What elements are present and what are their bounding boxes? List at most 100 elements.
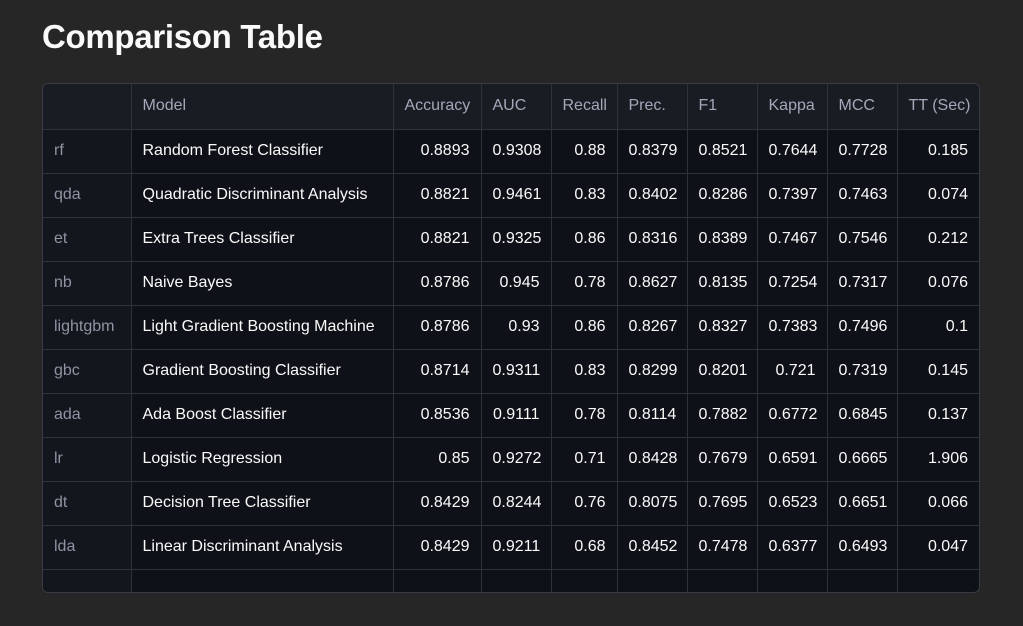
f1-cell[interactable] <box>687 569 758 592</box>
accuracy-cell[interactable]: 0.8786 <box>393 305 482 350</box>
model-name-cell[interactable]: Decision Tree Classifier <box>131 481 394 526</box>
row-index-cell[interactable]: lr <box>43 437 132 482</box>
auc-cell[interactable]: 0.9311 <box>481 349 552 394</box>
recall-cell[interactable]: 0.86 <box>551 217 618 262</box>
precision-cell[interactable]: 0.8299 <box>617 349 688 394</box>
table-row[interactable]: nb Naive Bayes 0.8786 0.945 0.78 0.8627 0.8135… <box>43 261 979 306</box>
row-index-cell[interactable] <box>43 569 132 592</box>
mcc-cell[interactable]: 0.7317 <box>827 261 898 306</box>
f1-cell[interactable]: 0.7478 <box>687 525 758 570</box>
column-header-tt-sec[interactable]: TT (Sec) <box>897 84 979 130</box>
column-header-f1[interactable]: F1 <box>687 84 758 130</box>
auc-cell[interactable]: 0.9461 <box>481 173 552 218</box>
accuracy-cell[interactable]: 0.8429 <box>393 481 482 526</box>
kappa-cell[interactable]: 0.7397 <box>757 173 828 218</box>
f1-cell[interactable]: 0.8327 <box>687 305 758 350</box>
table-row[interactable]: lda Linear Discriminant Analysis 0.8429 0.9… <box>43 525 979 570</box>
model-name-cell[interactable]: Gradient Boosting Classifier <box>131 349 394 394</box>
recall-cell[interactable]: 0.78 <box>551 261 618 306</box>
model-name-cell[interactable]: Naive Bayes <box>131 261 394 306</box>
training-time-cell[interactable]: 0.145 <box>897 349 979 394</box>
column-header-accuracy[interactable]: Accuracy <box>393 84 482 130</box>
mcc-cell[interactable]: 0.6845 <box>827 393 898 438</box>
recall-cell[interactable]: 0.86 <box>551 305 618 350</box>
model-name-cell[interactable]: Logistic Regression <box>131 437 394 482</box>
accuracy-cell[interactable]: 0.8821 <box>393 173 482 218</box>
row-index-cell[interactable]: nb <box>43 261 132 306</box>
mcc-cell[interactable] <box>827 569 898 592</box>
table-row[interactable]: rf Random Forest Classifier 0.8893 0.9308 0.… <box>43 129 979 174</box>
table-row[interactable]: ada Ada Boost Classifier 0.8536 0.9111 0.78 0… <box>43 393 979 438</box>
accuracy-cell[interactable]: 0.8821 <box>393 217 482 262</box>
row-index-cell[interactable]: lightgbm <box>43 305 132 350</box>
auc-cell[interactable]: 0.945 <box>481 261 552 306</box>
model-name-cell[interactable]: Light Gradient Boosting Machine <box>131 305 394 350</box>
recall-cell[interactable]: 0.88 <box>551 129 618 174</box>
model-name-cell[interactable]: Random Forest Classifier <box>131 129 394 174</box>
table-row[interactable]: gbc Gradient Boosting Classifier 0.8714 0.9… <box>43 349 979 394</box>
kappa-cell[interactable]: 0.7383 <box>757 305 828 350</box>
column-header-index[interactable] <box>43 84 132 130</box>
row-index-cell[interactable]: et <box>43 217 132 262</box>
training-time-cell[interactable]: 0.074 <box>897 173 979 218</box>
model-name-cell[interactable]: Ada Boost Classifier <box>131 393 394 438</box>
kappa-cell[interactable]: 0.7467 <box>757 217 828 262</box>
f1-cell[interactable]: 0.7679 <box>687 437 758 482</box>
row-index-cell[interactable]: qda <box>43 173 132 218</box>
accuracy-cell[interactable]: 0.8429 <box>393 525 482 570</box>
f1-cell[interactable]: 0.8135 <box>687 261 758 306</box>
training-time-cell[interactable]: 0.1 <box>897 305 979 350</box>
accuracy-cell[interactable]: 0.85 <box>393 437 482 482</box>
column-header-kappa[interactable]: Kappa <box>757 84 828 130</box>
kappa-cell[interactable]: 0.7254 <box>757 261 828 306</box>
training-time-cell[interactable]: 0.212 <box>897 217 979 262</box>
auc-cell[interactable]: 0.9211 <box>481 525 552 570</box>
mcc-cell[interactable]: 0.7546 <box>827 217 898 262</box>
table-row[interactable]: lr Logistic Regression 0.85 0.9272 0.71 0.842… <box>43 437 979 482</box>
row-index-cell[interactable]: dt <box>43 481 132 526</box>
kappa-cell[interactable]: 0.721 <box>757 349 828 394</box>
training-time-cell[interactable]: 0.047 <box>897 525 979 570</box>
precision-cell[interactable]: 0.8379 <box>617 129 688 174</box>
model-name-cell[interactable]: Linear Discriminant Analysis <box>131 525 394 570</box>
precision-cell[interactable]: 0.8075 <box>617 481 688 526</box>
training-time-cell[interactable]: 0.185 <box>897 129 979 174</box>
row-index-cell[interactable]: gbc <box>43 349 132 394</box>
recall-cell[interactable]: 0.78 <box>551 393 618 438</box>
recall-cell[interactable]: 0.76 <box>551 481 618 526</box>
kappa-cell[interactable] <box>757 569 828 592</box>
recall-cell[interactable]: 0.83 <box>551 173 618 218</box>
column-header-model[interactable]: Model <box>131 84 394 130</box>
recall-cell[interactable]: 0.68 <box>551 525 618 570</box>
table-row[interactable] <box>43 569 979 592</box>
precision-cell[interactable]: 0.8428 <box>617 437 688 482</box>
precision-cell[interactable]: 0.8452 <box>617 525 688 570</box>
f1-cell[interactable]: 0.8201 <box>687 349 758 394</box>
f1-cell[interactable]: 0.8389 <box>687 217 758 262</box>
recall-cell[interactable] <box>551 569 618 592</box>
auc-cell[interactable]: 0.9272 <box>481 437 552 482</box>
mcc-cell[interactable]: 0.6651 <box>827 481 898 526</box>
column-header-auc[interactable]: AUC <box>481 84 552 130</box>
accuracy-cell[interactable]: 0.8893 <box>393 129 482 174</box>
mcc-cell[interactable]: 0.7496 <box>827 305 898 350</box>
accuracy-cell[interactable]: 0.8536 <box>393 393 482 438</box>
f1-cell[interactable]: 0.7882 <box>687 393 758 438</box>
mcc-cell[interactable]: 0.7728 <box>827 129 898 174</box>
mcc-cell[interactable]: 0.7463 <box>827 173 898 218</box>
kappa-cell[interactable]: 0.6591 <box>757 437 828 482</box>
kappa-cell[interactable]: 0.7644 <box>757 129 828 174</box>
row-index-cell[interactable]: rf <box>43 129 132 174</box>
table-row[interactable]: et Extra Trees Classifier 0.8821 0.9325 0.86… <box>43 217 979 262</box>
table-row[interactable]: qda Quadratic Discriminant Analysis 0.8821… <box>43 173 979 218</box>
auc-cell[interactable]: 0.9111 <box>481 393 552 438</box>
f1-cell[interactable]: 0.8286 <box>687 173 758 218</box>
kappa-cell[interactable]: 0.6772 <box>757 393 828 438</box>
column-header-prec[interactable]: Prec. <box>617 84 688 130</box>
model-name-cell[interactable]: Quadratic Discriminant Analysis <box>131 173 394 218</box>
accuracy-cell[interactable] <box>393 569 482 592</box>
row-index-cell[interactable]: lda <box>43 525 132 570</box>
training-time-cell[interactable]: 0.066 <box>897 481 979 526</box>
training-time-cell[interactable]: 0.076 <box>897 261 979 306</box>
training-time-cell[interactable] <box>897 569 979 592</box>
